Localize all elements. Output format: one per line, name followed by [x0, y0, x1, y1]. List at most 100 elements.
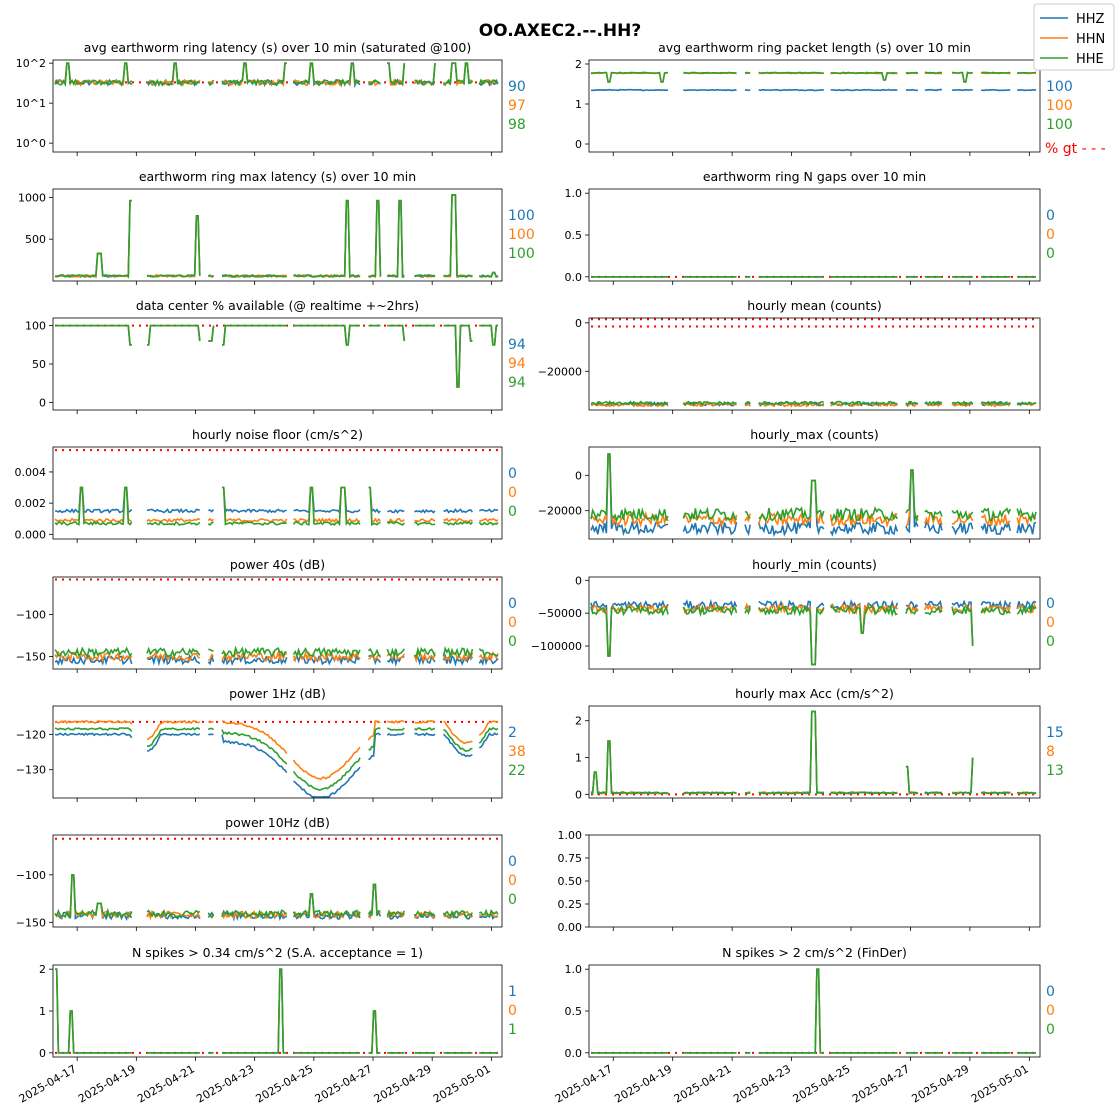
percent-label-HHZ: 0 [508, 596, 517, 612]
panel-title: avg earthworm ring latency (s) over 10 m… [84, 40, 471, 55]
percent-label-HHN: 0 [508, 615, 517, 631]
y-tick-label: 0.000 [15, 528, 47, 541]
series-HHZ [55, 486, 499, 515]
y-tick-label: −50000 [538, 607, 582, 620]
plot-frame [52, 964, 503, 1058]
percent-label-HHN: 0 [1046, 227, 1055, 243]
percent-label-HHN: 0 [508, 873, 517, 889]
plot-frame [52, 59, 503, 153]
percent-label-HHZ: 0 [1046, 984, 1055, 1000]
panel-title: hourly_min (counts) [752, 557, 877, 572]
y-tick-label: 1.00 [558, 829, 583, 842]
series-HHZ [54, 194, 499, 279]
series-HHE [590, 400, 1037, 407]
percent-label-HHZ: 0 [508, 854, 517, 870]
x-tick-label: 2025-04-25 [791, 1062, 853, 1105]
y-tick-label: 10^1 [16, 97, 46, 110]
percent-label-HHZ: 15 [1046, 725, 1064, 741]
plot-frame [588, 446, 1041, 540]
percent-label-HHN: 38 [508, 744, 526, 760]
plot-frame [52, 576, 503, 670]
x-tick-label: 2025-05-01 [431, 1062, 493, 1105]
panel-hourly_max_acc: hourly max Acc (cm/s^2) 0 1 2 15 8 13 [575, 686, 1064, 802]
y-tick-label: 1.0 [565, 963, 583, 976]
plot-frame [588, 964, 1041, 1058]
y-tick-label: 0.75 [558, 852, 583, 865]
plot-frame [588, 576, 1041, 670]
plot-frame [52, 317, 503, 411]
series-HHE [54, 486, 499, 527]
series-HHN [590, 710, 1037, 795]
panel-empty: 0.00 0.25 0.50 0.75 1.00 [558, 829, 1041, 934]
y-tick-label: −150 [16, 916, 46, 929]
percent-label-HHZ: 2 [508, 725, 517, 741]
panel-title: data center % available (@ realtime +~2h… [136, 298, 419, 313]
y-tick-label: 0.5 [565, 229, 583, 242]
legend-label-HHZ: HHZ [1076, 12, 1105, 27]
series-HHN [54, 874, 499, 921]
percent-label-HHE: 1 [508, 1022, 517, 1038]
legend-label-HHE: HHE [1076, 52, 1104, 67]
y-tick-label: 500 [25, 233, 46, 246]
y-tick-label: 0.0 [565, 1047, 583, 1060]
plot-frame [588, 59, 1041, 153]
series-HHE [591, 968, 1036, 1054]
percent-label-HHN: 0 [508, 1003, 517, 1019]
plot-frame [52, 188, 503, 282]
panel-title: hourly max Acc (cm/s^2) [735, 686, 894, 701]
y-tick-label: 2 [39, 963, 46, 976]
panel-hourly_mean: hourly mean (counts) −20000 0 [538, 298, 1041, 414]
panel-noise_floor: hourly noise floor (cm/s^2) 0.000 0.002 0.0… [15, 427, 517, 543]
series-HHN [54, 719, 499, 781]
percent-label-HHZ: 1 [508, 984, 517, 1000]
percent-label-HHE: 100 [508, 246, 535, 262]
x-tick-label: 2025-04-21 [135, 1062, 197, 1105]
y-tick-label: −100000 [531, 640, 582, 653]
figure-title: OO.AXEC2.--.HH? [479, 21, 642, 41]
percent-label-HHE: 13 [1046, 763, 1064, 779]
legend: HHZ HHN HHE [1033, 3, 1115, 71]
series-HHN [55, 968, 498, 1054]
series-HHZ [55, 968, 498, 1054]
percent-label-HHZ: 100 [1046, 79, 1073, 95]
plot-frame [588, 188, 1041, 282]
series-HHE [55, 324, 498, 388]
series-HHE [590, 604, 1037, 666]
series-HHN [54, 194, 499, 279]
y-tick-label: 0 [575, 469, 582, 482]
percent-label-HHZ: 0 [508, 466, 517, 482]
panel-title: hourly noise floor (cm/s^2) [192, 427, 363, 442]
series-HHN [55, 324, 498, 388]
percent-label-HHE: 22 [508, 763, 526, 779]
x-tick-label: 2025-04-19 [76, 1062, 138, 1105]
plot-frame [52, 446, 503, 540]
plot-frame [52, 705, 503, 799]
percent-label-HHE: 0 [1046, 1022, 1055, 1038]
y-tick-label: 10^0 [16, 137, 46, 150]
y-tick-label: −100 [16, 869, 46, 882]
panel-hourly_max: hourly_max (counts) −20000 0 [538, 427, 1041, 543]
percent-label-HHN: 100 [1046, 98, 1073, 114]
panel-title: hourly mean (counts) [747, 298, 881, 313]
percent-label-HHE: 0 [508, 504, 517, 520]
percent-label-HHE: 98 [508, 117, 526, 133]
y-tick-label: 0 [39, 396, 46, 409]
series-HHZ [591, 710, 1037, 795]
series-HHE [590, 710, 1037, 795]
series-HHE [54, 874, 499, 919]
series-HHN [54, 486, 499, 524]
y-tick-label: 0.25 [558, 898, 583, 911]
panel-title: N spikes > 0.34 cm/s^2 (S.A. acceptance … [132, 945, 423, 960]
percent-label-HHN: 0 [1046, 615, 1055, 631]
x-tick-label: 2025-04-25 [253, 1062, 315, 1105]
percent-label-HHZ: 0 [1046, 208, 1055, 224]
percent-label-HHZ: 90 [508, 79, 526, 95]
legend-label-HHN: HHN [1076, 32, 1105, 47]
y-tick-label: 0 [575, 138, 582, 151]
panel-title: avg earthworm ring packet length (s) ove… [658, 40, 971, 55]
panel-packet_len: avg earthworm ring packet length (s) ove… [575, 40, 1073, 156]
series-HHN [54, 62, 499, 88]
x-tick-label: 2025-04-23 [731, 1062, 793, 1105]
plot-frame [588, 317, 1041, 411]
